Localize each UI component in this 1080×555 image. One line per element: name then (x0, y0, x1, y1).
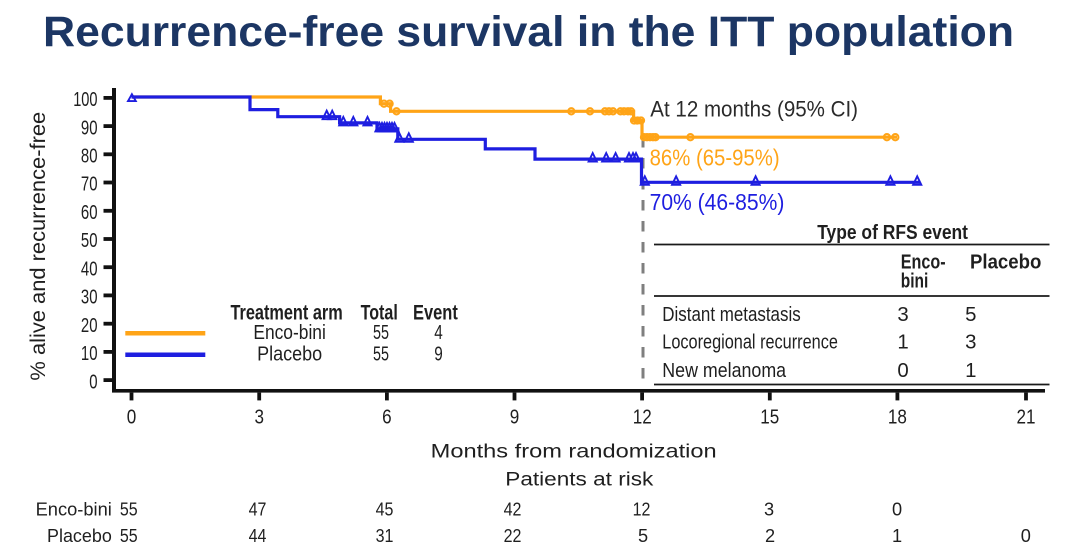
svg-text:50: 50 (81, 230, 98, 252)
svg-text:Distant metastasis: Distant metastasis (662, 304, 800, 326)
svg-text:0: 0 (897, 360, 908, 382)
svg-text:9: 9 (434, 344, 443, 366)
svg-text:21: 21 (1017, 407, 1036, 429)
svg-text:30: 30 (81, 287, 98, 309)
svg-text:Treatment arm: Treatment arm (230, 301, 342, 324)
svg-text:1: 1 (897, 332, 908, 354)
svg-text:3: 3 (764, 499, 774, 519)
svg-text:0: 0 (892, 499, 902, 519)
svg-text:60: 60 (81, 202, 98, 224)
svg-text:Event: Event (413, 301, 458, 324)
svg-text:40: 40 (81, 258, 98, 280)
svg-text:Enco-bini: Enco-bini (36, 499, 112, 519)
svg-text:100: 100 (73, 89, 97, 111)
svg-text:45: 45 (376, 499, 394, 519)
svg-text:Placebo: Placebo (47, 526, 112, 546)
svg-text:Recurrence-free survival in th: Recurrence-free survival in the ITT popu… (43, 8, 1014, 56)
svg-text:70: 70 (81, 174, 98, 196)
svg-text:0: 0 (127, 407, 137, 429)
svg-text:Enco-: Enco- (901, 251, 946, 273)
svg-text:1: 1 (892, 526, 902, 546)
svg-text:6: 6 (382, 407, 392, 429)
svg-text:55: 55 (120, 499, 138, 519)
svg-text:31: 31 (376, 526, 394, 546)
svg-text:55: 55 (373, 344, 389, 366)
svg-text:44: 44 (249, 526, 267, 546)
svg-text:55: 55 (120, 526, 138, 546)
svg-text:47: 47 (249, 499, 267, 519)
svg-text:12: 12 (633, 499, 651, 519)
svg-text:18: 18 (888, 407, 907, 429)
svg-text:5: 5 (638, 526, 648, 546)
svg-text:At 12 months (95% CI): At 12 months (95% CI) (650, 96, 858, 121)
svg-text:New melanoma: New melanoma (662, 360, 786, 382)
svg-text:% alive and recurrence-free: % alive and recurrence-free (26, 112, 50, 381)
svg-text:20: 20 (81, 315, 98, 337)
svg-text:Locoregional recurrence: Locoregional recurrence (662, 332, 838, 354)
svg-text:4: 4 (434, 322, 443, 344)
svg-text:2: 2 (765, 526, 775, 546)
svg-text:80: 80 (81, 146, 98, 168)
svg-text:90: 90 (81, 117, 98, 139)
svg-text:3: 3 (254, 407, 264, 429)
svg-text:86% (65-95%): 86% (65-95%) (650, 145, 780, 171)
svg-text:Placebo: Placebo (970, 251, 1041, 273)
svg-text:3: 3 (965, 332, 976, 354)
svg-text:0: 0 (1021, 526, 1031, 546)
svg-text:Enco-bini: Enco-bini (253, 322, 326, 344)
svg-text:Type of RFS event: Type of RFS event (817, 222, 968, 244)
svg-text:0: 0 (89, 371, 97, 393)
svg-text:42: 42 (504, 499, 522, 519)
svg-text:15: 15 (760, 407, 779, 429)
svg-text:5: 5 (965, 304, 976, 326)
svg-text:Total: Total (361, 301, 398, 324)
svg-text:bini: bini (901, 271, 929, 293)
svg-text:Placebo: Placebo (257, 344, 322, 366)
svg-text:55: 55 (373, 322, 389, 344)
svg-text:Months from randomization: Months from randomization (431, 441, 717, 463)
svg-text:Patients at risk: Patients at risk (505, 469, 653, 491)
svg-text:10: 10 (81, 343, 98, 365)
svg-text:9: 9 (510, 407, 520, 429)
svg-text:22: 22 (504, 526, 522, 546)
svg-text:12: 12 (633, 407, 652, 429)
svg-text:1: 1 (965, 360, 976, 382)
svg-text:3: 3 (897, 304, 908, 326)
svg-text:70% (46-85%): 70% (46-85%) (650, 189, 785, 215)
